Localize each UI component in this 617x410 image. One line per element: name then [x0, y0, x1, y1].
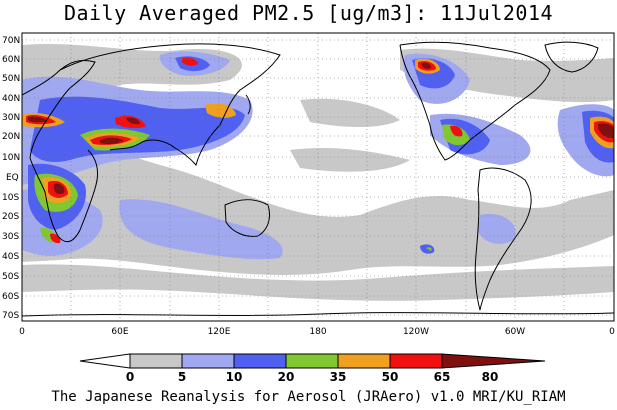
lat-label-20s: 20S	[2, 212, 19, 222]
lat-label-10s: 10S	[2, 193, 19, 203]
lat-label-40s: 40S	[2, 252, 19, 262]
colorbar-label-65: 65	[434, 370, 451, 384]
lon-labels: 0 60E 120E 180 120W 60W 0	[19, 327, 615, 337]
lat-label-40n: 40N	[2, 94, 20, 104]
attribution-footer: The Japanese Reanalysis for Aerosol (JRA…	[51, 389, 566, 405]
lat-labels: 70N 60N 50N 40N 30N 20N 10N EQ 10S 20S 3…	[2, 36, 20, 321]
lon-label-0: 0	[19, 327, 25, 337]
lat-label-70n: 70N	[2, 36, 20, 46]
colorbar-label-20: 20	[278, 370, 295, 384]
lat-label-10n: 10N	[2, 153, 20, 163]
lon-label-120w: 120W	[403, 327, 429, 337]
colorbar-label-0: 0	[126, 370, 134, 384]
map-frame	[21, 32, 615, 322]
colorbar-label-50: 50	[382, 370, 399, 384]
lon-label-0-end: 0	[609, 327, 615, 337]
lon-label-60e: 60E	[111, 327, 128, 337]
lat-label-60s: 60S	[2, 292, 19, 302]
coastlines	[21, 41, 615, 317]
lon-gridlines	[70, 33, 565, 321]
lat-label-30s: 30S	[2, 232, 19, 242]
colorbar-label-80: 80	[482, 370, 499, 384]
colorbar-low-arrow	[79, 353, 131, 369]
colorbar: 0 5 10 20 35 50 65 80	[79, 353, 546, 384]
lat-label-70s: 70S	[2, 311, 19, 321]
colorbar-bin-10-20	[181, 353, 235, 369]
colorbar-bin-35-50	[285, 353, 339, 369]
lat-label-60n: 60N	[2, 55, 20, 65]
map-title: Daily Averaged PM2.5 [ug/m3]: 11Jul2014	[63, 1, 554, 25]
lat-label-eq: EQ	[6, 173, 19, 183]
lon-label-180: 180	[309, 327, 326, 337]
colorbar-high-arrow	[441, 353, 546, 369]
colorbar-label-10: 10	[226, 370, 243, 384]
pm25-darkred-regions	[28, 62, 614, 195]
lat-label-20n: 20N	[2, 132, 20, 142]
colorbar-label-5: 5	[178, 370, 186, 384]
lon-label-120e: 120E	[208, 327, 231, 337]
colorbar-bin-65-80	[389, 353, 443, 369]
colorbar-label-35: 35	[330, 370, 347, 384]
colorbar-bin-5-10	[129, 353, 183, 369]
colorbar-bin-20-35	[233, 353, 287, 369]
lat-label-30n: 30N	[2, 113, 20, 123]
colorbar-bin-50-65	[337, 353, 391, 369]
lat-label-50n: 50N	[2, 74, 20, 84]
lat-label-50s: 50S	[2, 272, 19, 282]
lon-label-60w: 60W	[505, 327, 525, 337]
